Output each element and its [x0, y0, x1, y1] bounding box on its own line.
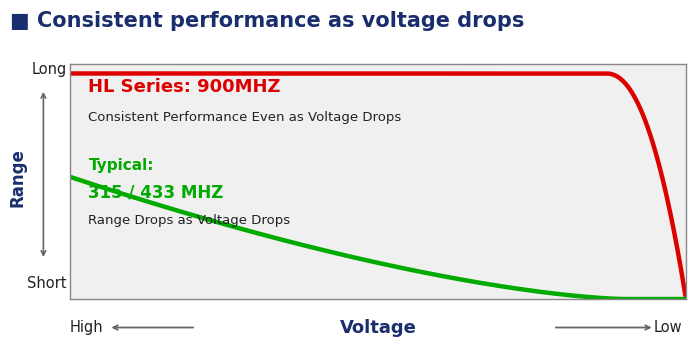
- Text: Range: Range: [8, 148, 27, 208]
- Text: Voltage: Voltage: [340, 319, 416, 336]
- Text: ■ Consistent performance as voltage drops: ■ Consistent performance as voltage drop…: [10, 11, 525, 31]
- Text: Long: Long: [32, 62, 66, 77]
- Text: Range Drops as Voltage Drops: Range Drops as Voltage Drops: [88, 214, 290, 227]
- Text: HL Series: 900MHZ: HL Series: 900MHZ: [88, 78, 281, 96]
- Text: Consistent Performance Even as Voltage Drops: Consistent Performance Even as Voltage D…: [88, 111, 402, 124]
- Text: High: High: [70, 320, 104, 335]
- Text: Typical:: Typical:: [88, 158, 154, 173]
- Text: Low: Low: [654, 320, 682, 335]
- Text: 315 / 433 MHZ: 315 / 433 MHZ: [88, 184, 224, 202]
- Text: Short: Short: [27, 276, 66, 290]
